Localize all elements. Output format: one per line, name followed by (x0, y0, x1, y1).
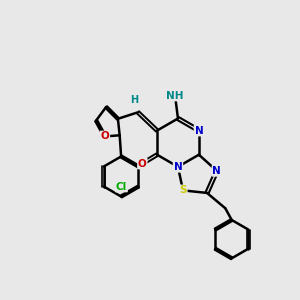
Text: N: N (174, 162, 182, 172)
Text: NH: NH (166, 91, 184, 100)
Text: O: O (138, 158, 147, 169)
Text: N: N (194, 126, 203, 136)
Text: Cl: Cl (116, 182, 127, 191)
Text: H: H (130, 95, 139, 105)
Text: O: O (100, 131, 109, 142)
Text: S: S (179, 185, 187, 195)
Text: N: N (212, 166, 221, 176)
